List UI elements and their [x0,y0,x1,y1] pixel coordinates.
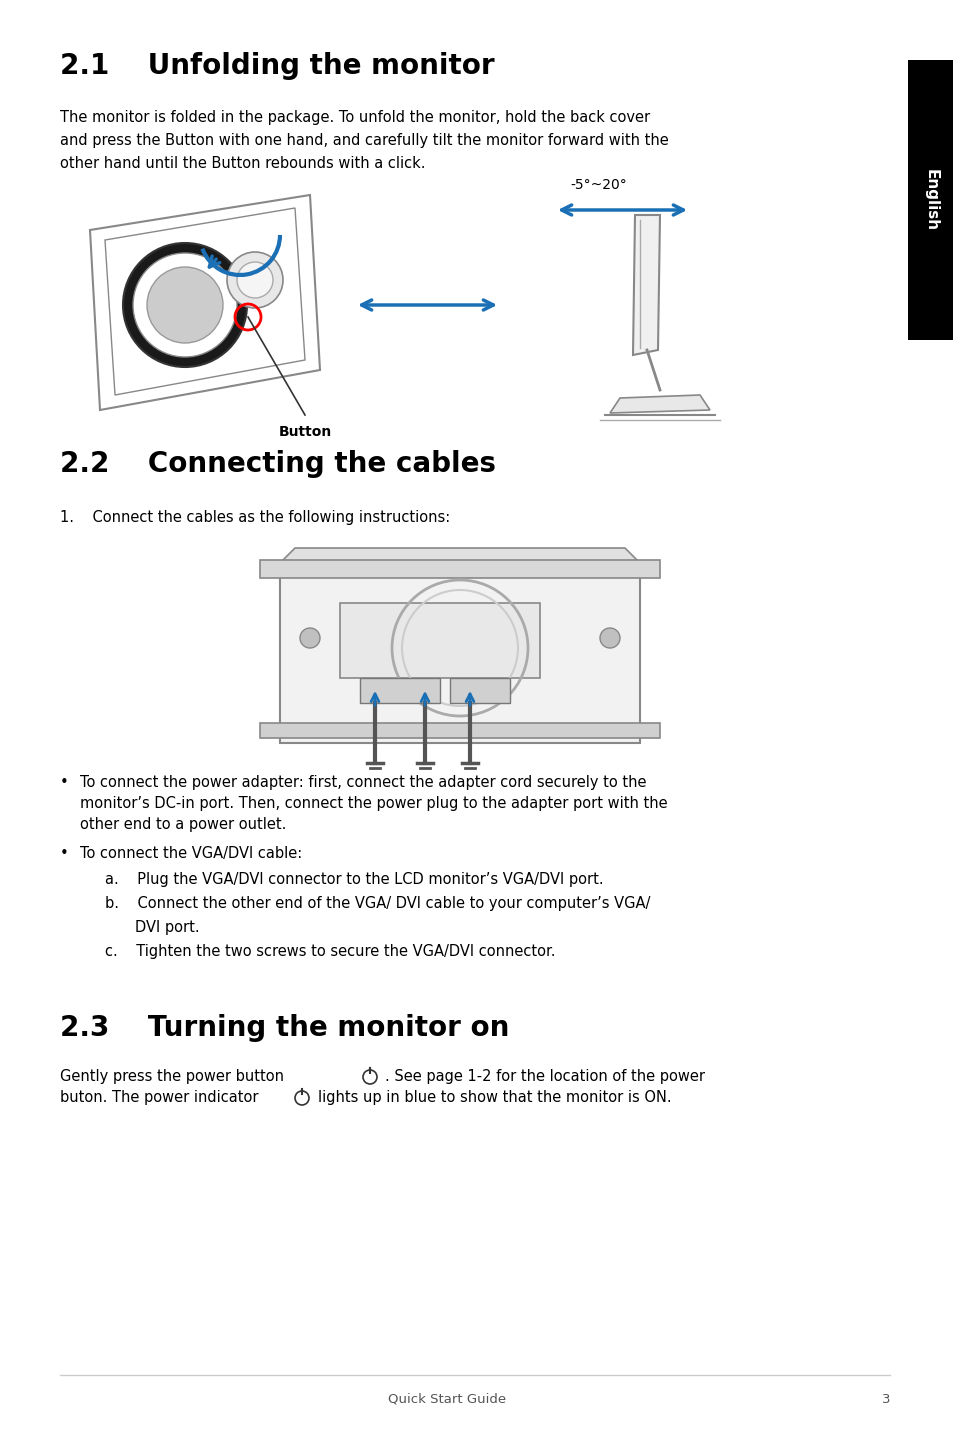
Text: monitor’s DC-in port. Then, connect the power plug to the adapter port with the: monitor’s DC-in port. Then, connect the … [80,797,667,811]
Text: The monitor is folded in the package. To unfold the monitor, hold the back cover: The monitor is folded in the package. To… [60,109,649,125]
Text: b.    Connect the other end of the VGA/ DVI cable to your computer’s VGA/: b. Connect the other end of the VGA/ DVI… [105,896,650,912]
Circle shape [599,628,619,649]
Polygon shape [609,395,709,413]
Text: 2.1    Unfolding the monitor: 2.1 Unfolding the monitor [60,52,494,81]
Text: a.    Plug the VGA/DVI connector to the LCD monitor’s VGA/DVI port.: a. Plug the VGA/DVI connector to the LCD… [105,871,603,887]
Bar [260,559,659,578]
Bar [260,723,659,738]
Text: 2.2    Connecting the cables: 2.2 Connecting the cables [60,450,496,477]
Polygon shape [633,216,659,355]
Polygon shape [280,548,639,564]
Bar [280,564,639,743]
Text: Gently press the power button: Gently press the power button [60,1068,284,1084]
Text: -5°~20°: -5°~20° [569,178,626,193]
Text: and press the Button with one hand, and carefully tilt the monitor forward with : and press the Button with one hand, and … [60,132,668,148]
Text: Quick Start Guide: Quick Start Guide [388,1393,505,1406]
Text: •: • [60,775,69,789]
Text: 3: 3 [881,1393,889,1406]
Circle shape [147,267,223,344]
Text: . See page 1-2 for the location of the power: . See page 1-2 for the location of the p… [385,1068,704,1084]
Bar [450,677,510,703]
Text: lights up in blue to show that the monitor is ON.: lights up in blue to show that the monit… [317,1090,671,1104]
Text: 2.3    Turning the monitor on: 2.3 Turning the monitor on [60,1014,509,1043]
Polygon shape [907,60,953,339]
Text: 1.    Connect the cables as the following instructions:: 1. Connect the cables as the following i… [60,510,450,525]
Circle shape [299,628,319,649]
Text: English: English [923,168,938,232]
Text: To connect the VGA/DVI cable:: To connect the VGA/DVI cable: [80,846,302,861]
Text: other hand until the Button rebounds with a click.: other hand until the Button rebounds wit… [60,155,425,171]
Text: To connect the power adapter: first, connect the adapter cord securely to the: To connect the power adapter: first, con… [80,775,646,789]
Circle shape [123,243,247,367]
Bar [359,677,439,703]
Circle shape [236,262,273,298]
Text: •: • [60,846,69,861]
Text: buton. The power indicator: buton. The power indicator [60,1090,258,1104]
Circle shape [227,252,283,308]
Text: DVI port.: DVI port. [135,920,199,935]
Text: other end to a power outlet.: other end to a power outlet. [80,817,286,833]
Circle shape [132,253,236,357]
Bar [339,603,539,677]
Text: Button: Button [278,426,332,439]
Text: c.    Tighten the two screws to secure the VGA/DVI connector.: c. Tighten the two screws to secure the … [105,943,555,959]
